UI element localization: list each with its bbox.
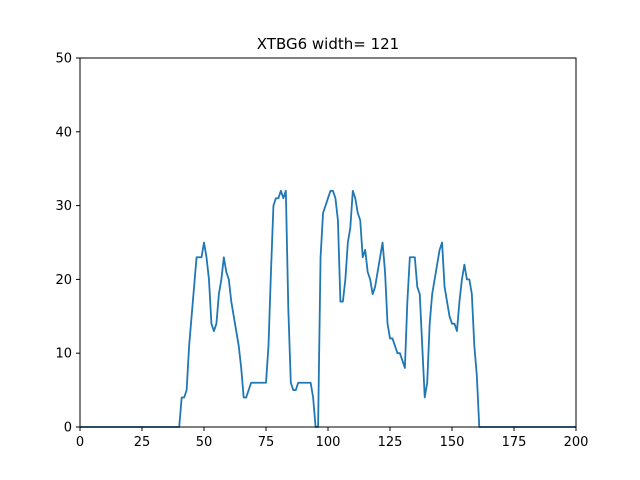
x-tick-label: 25 bbox=[134, 435, 151, 450]
chart-title: XTBG6 width= 121 bbox=[257, 35, 399, 53]
series-line bbox=[80, 189, 576, 428]
y-tick-label: 50 bbox=[55, 52, 72, 67]
axes-layer: 0 25 50 75 100 125 150 175 200 0 10 20 30 40 50 bbox=[55, 52, 588, 451]
y-tick-label: 20 bbox=[55, 273, 72, 288]
x-tick-label: 150 bbox=[440, 435, 465, 450]
x-tick-label: 50 bbox=[196, 435, 213, 450]
y-tick-label: 0 bbox=[64, 421, 72, 436]
x-tick-label: 100 bbox=[316, 435, 341, 450]
x-tick-label: 125 bbox=[378, 435, 403, 450]
x-tick-label: 0 bbox=[76, 435, 84, 450]
y-tick-label: 40 bbox=[55, 125, 72, 140]
x-tick-label: 75 bbox=[258, 435, 275, 450]
series-layer bbox=[80, 189, 576, 428]
y-tick-label: 10 bbox=[55, 347, 72, 362]
x-tick-label: 175 bbox=[502, 435, 527, 450]
x-tick-label: 200 bbox=[564, 435, 589, 450]
plot-area bbox=[80, 58, 576, 427]
plot-frame bbox=[79, 57, 577, 428]
y-tick-label: 30 bbox=[55, 199, 72, 214]
